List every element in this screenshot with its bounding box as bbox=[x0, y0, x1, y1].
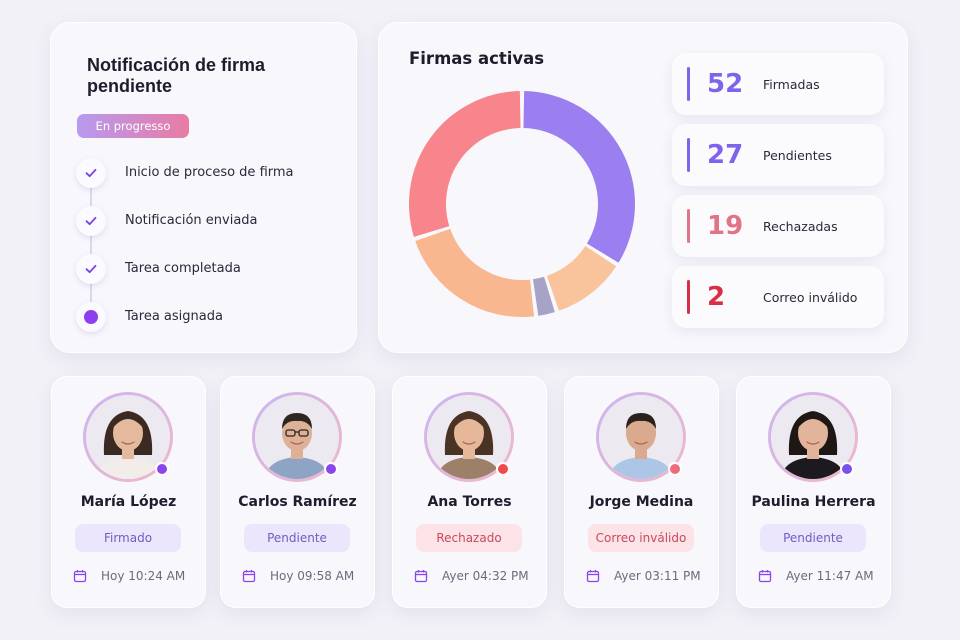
active-step-icon bbox=[76, 302, 106, 332]
stat-card: 19 Rechazadas bbox=[672, 195, 884, 257]
stat-label: Correo inválido bbox=[763, 290, 858, 305]
stat-card: 52 Firmadas bbox=[672, 53, 884, 115]
signer-name: Ana Torres bbox=[427, 494, 512, 510]
check-icon bbox=[76, 158, 106, 188]
avatar bbox=[427, 395, 511, 479]
signatures-donut-chart bbox=[409, 91, 635, 317]
stat-card: 2 Correo inválido bbox=[672, 266, 884, 328]
stat-value: 19 bbox=[707, 211, 744, 241]
signer-time: Ayer 04:32 PM bbox=[442, 569, 529, 583]
active-signatures-card: Firmas activas 52 Firmadas 27 Pendientes 19 R… bbox=[378, 22, 908, 353]
stat-accent-bar bbox=[687, 138, 690, 172]
status-badge: En progresso bbox=[77, 114, 189, 138]
signer-date: Hoy 10:24 AM bbox=[73, 568, 193, 586]
signer-status-badge: Pendiente bbox=[244, 524, 350, 552]
timeline-step-label: Inicio de proceso de firma bbox=[125, 165, 294, 180]
avatar-ring bbox=[424, 392, 514, 482]
stat-accent-bar bbox=[687, 67, 690, 101]
status-indicator-dot bbox=[840, 462, 854, 476]
timeline-step: Notificación enviada bbox=[76, 206, 336, 236]
signature-notification-card: Notificación de firma pendiente En progr… bbox=[50, 22, 357, 353]
stat-label: Rechazadas bbox=[763, 219, 838, 234]
stat-accent-bar bbox=[687, 280, 690, 314]
signer-name: Jorge Medina bbox=[589, 494, 694, 510]
stat-value: 2 bbox=[707, 282, 726, 312]
stat-label: Pendientes bbox=[763, 148, 832, 163]
notification-title: Notificación de firma pendiente bbox=[87, 55, 266, 96]
signer-card[interactable]: Jorge Medina Correo inválido Ayer 03:11 … bbox=[564, 376, 719, 608]
timeline-step-label: Tarea asignada bbox=[125, 309, 223, 324]
signer-status-badge: Rechazado bbox=[416, 524, 522, 552]
signer-card[interactable]: Carlos Ramírez Pendiente Hoy 09:58 AM bbox=[220, 376, 375, 608]
signer-card[interactable]: Ana Torres Rechazado Ayer 04:32 PM bbox=[392, 376, 547, 608]
check-icon bbox=[76, 206, 106, 236]
signer-name: Paulina Herrera bbox=[751, 494, 876, 510]
timeline-step: Inicio de proceso de firma bbox=[76, 158, 336, 188]
stat-card: 27 Pendientes bbox=[672, 124, 884, 186]
calendar-icon bbox=[73, 570, 87, 583]
donut-segment bbox=[546, 245, 617, 311]
avatar bbox=[771, 395, 855, 479]
timeline-line bbox=[90, 172, 92, 312]
signer-card[interactable]: Paulina Herrera Pendiente Ayer 11:47 AM bbox=[736, 376, 891, 608]
status-indicator-dot bbox=[668, 462, 682, 476]
signer-status-badge: Correo inválido bbox=[588, 524, 694, 552]
signer-status-badge: Pendiente bbox=[760, 524, 866, 552]
stat-accent-bar bbox=[687, 209, 690, 243]
donut-segment bbox=[523, 91, 635, 263]
signer-date: Hoy 09:58 AM bbox=[242, 568, 362, 586]
calendar-icon bbox=[242, 570, 256, 583]
signer-date: Ayer 04:32 PM bbox=[414, 568, 534, 586]
signer-name: Carlos Ramírez bbox=[238, 494, 357, 510]
donut-segment bbox=[415, 228, 535, 317]
check-icon bbox=[76, 254, 106, 284]
status-indicator-dot bbox=[155, 462, 169, 476]
timeline-step-label: Notificación enviada bbox=[125, 213, 258, 228]
timeline-step-label: Tarea completada bbox=[125, 261, 241, 276]
status-indicator-dot bbox=[324, 462, 338, 476]
signer-status-badge: Firmado bbox=[75, 524, 181, 552]
donut-segment bbox=[532, 276, 555, 316]
calendar-icon bbox=[758, 570, 772, 583]
signer-date: Ayer 11:47 AM bbox=[758, 568, 878, 586]
avatar-ring bbox=[768, 392, 858, 482]
calendar-icon bbox=[414, 570, 428, 583]
status-indicator-dot bbox=[496, 462, 510, 476]
signer-card[interactable]: María López Firmado Hoy 10:24 AM bbox=[51, 376, 206, 608]
timeline-step: Tarea asignada bbox=[76, 302, 336, 332]
stat-value: 52 bbox=[707, 69, 744, 99]
signer-time: Hoy 09:58 AM bbox=[270, 569, 355, 583]
signer-name: María López bbox=[80, 494, 177, 510]
chart-title: Firmas activas bbox=[409, 49, 545, 68]
donut-segment bbox=[409, 91, 521, 237]
signer-time: Ayer 11:47 AM bbox=[786, 569, 874, 583]
stat-label: Firmadas bbox=[763, 77, 820, 92]
avatar-ring bbox=[596, 392, 686, 482]
calendar-icon bbox=[586, 570, 600, 583]
stat-value: 27 bbox=[707, 140, 744, 170]
signer-date: Ayer 03:11 PM bbox=[586, 568, 706, 586]
timeline-step: Tarea completada bbox=[76, 254, 336, 284]
signer-time: Ayer 03:11 PM bbox=[614, 569, 701, 583]
signer-time: Hoy 10:24 AM bbox=[101, 569, 186, 583]
avatar bbox=[599, 395, 683, 479]
